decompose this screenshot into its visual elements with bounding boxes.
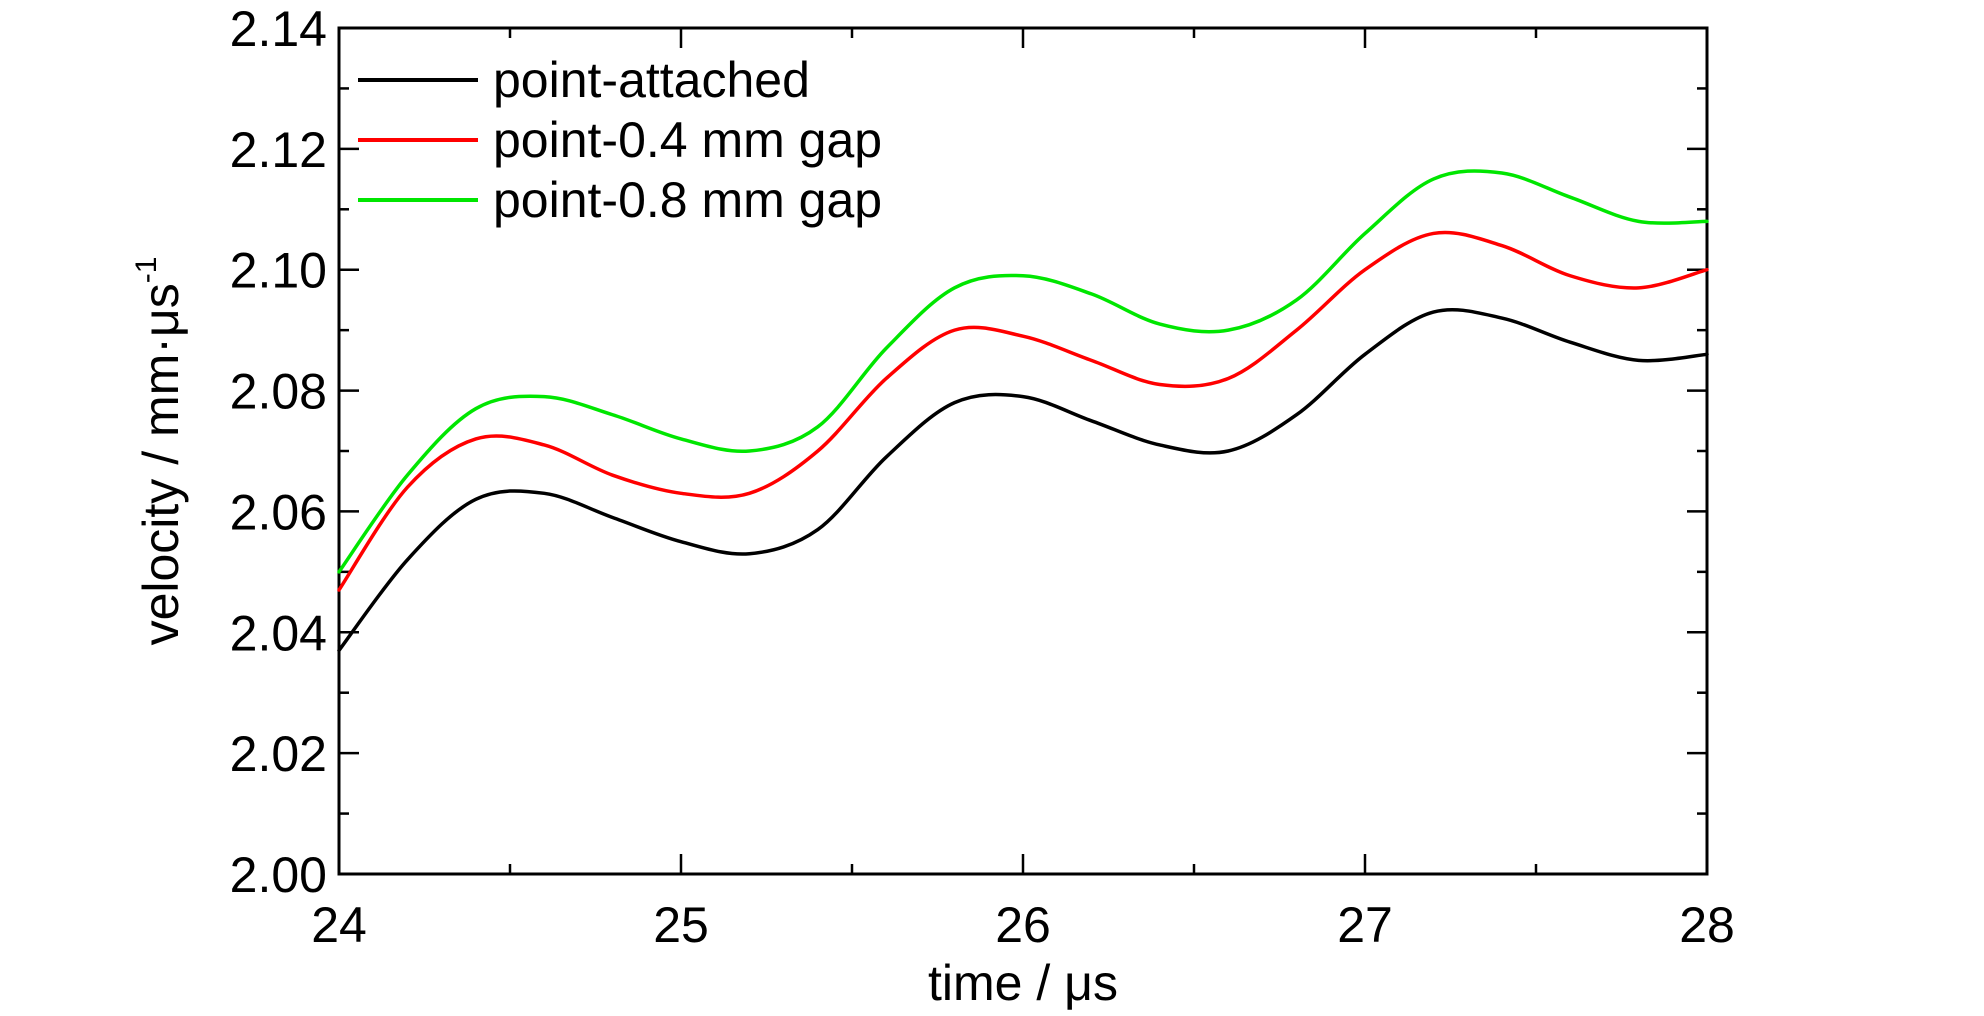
y-tick-label: 2.12 <box>230 122 327 178</box>
x-tick-label: 28 <box>1679 897 1735 953</box>
x-tick-label: 26 <box>995 897 1051 953</box>
x-tick-labels: 24 25 26 27 28 <box>311 897 1735 953</box>
legend-label-point-0-8-mm-gap: point-0.8 mm gap <box>493 172 882 228</box>
y-tick-label: 2.10 <box>230 243 327 299</box>
y-tick-labels: 2.00 2.02 2.04 2.06 2.08 2.10 2.12 2.14 <box>230 1 327 903</box>
y-tick-label: 2.04 <box>230 605 327 661</box>
y-tick-label: 2.02 <box>230 726 327 782</box>
y-tick-label: 2.14 <box>230 1 327 57</box>
legend-label-point-attached: point-attached <box>493 52 810 108</box>
y-axis-label: velocity / mm·μs-1 <box>130 257 189 646</box>
series-line-point-0-4-mm-gap <box>337 230 1709 592</box>
y-tick-label: 2.00 <box>230 847 327 903</box>
y-axis-label-superscript: -1 <box>130 257 163 284</box>
series-line-point-0-8-mm-gap <box>337 169 1709 574</box>
y-tick-label: 2.08 <box>230 364 327 420</box>
x-tick-label: 24 <box>311 897 367 953</box>
series-line-point-attached <box>337 308 1709 653</box>
x-tick-label: 27 <box>1337 897 1393 953</box>
series-lines <box>337 169 1709 653</box>
y-tick-label: 2.06 <box>230 484 327 540</box>
x-axis-label: time / μs <box>928 955 1118 1011</box>
x-tick-label: 25 <box>653 897 709 953</box>
y-axis-label-main: velocity / mm·μs <box>133 283 189 645</box>
legend-label-point-0-4-mm-gap: point-0.4 mm gap <box>493 112 882 168</box>
